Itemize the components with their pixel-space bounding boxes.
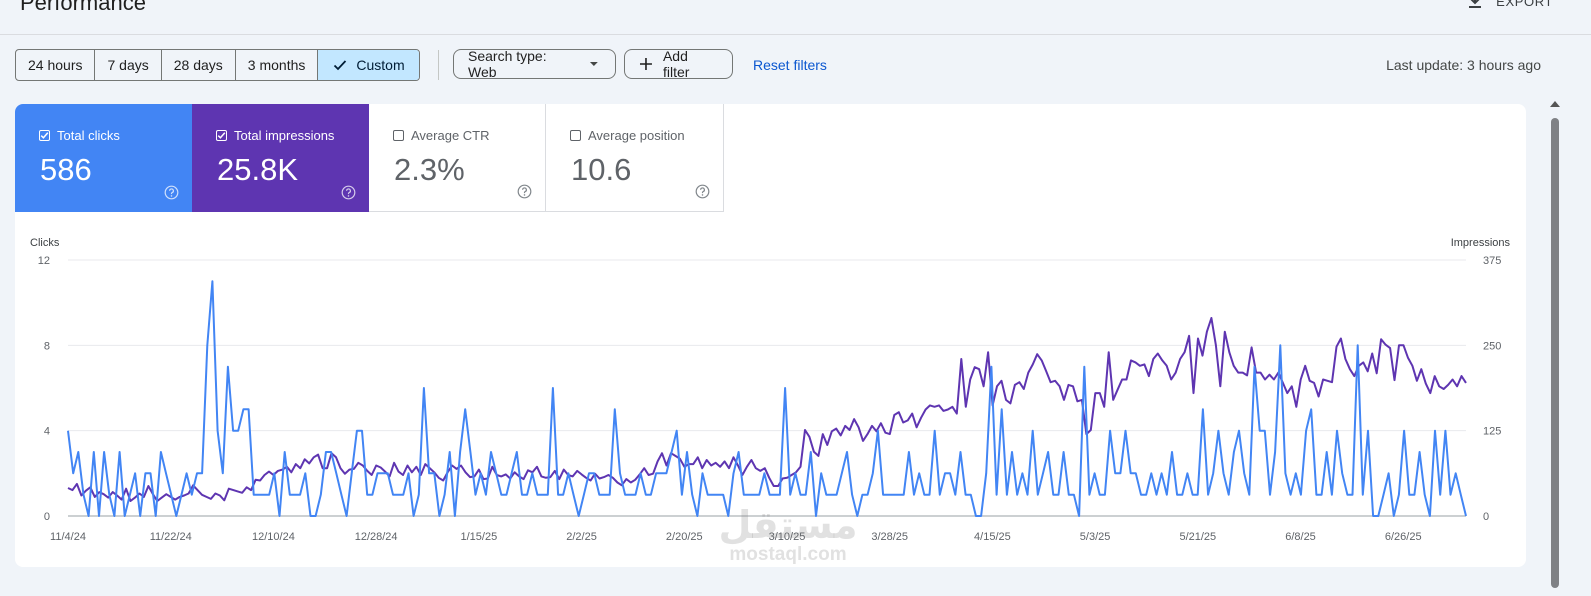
metric-label: Total impressions xyxy=(234,128,335,143)
x-tick-label: 4/15/25 xyxy=(974,531,1011,543)
watermark-latin: mostaql.com xyxy=(729,544,847,565)
date-range-selector: 24 hours 7 days 28 days 3 months Custom xyxy=(15,49,420,81)
date-range-label: 7 days xyxy=(107,57,149,73)
plus-icon xyxy=(639,58,652,70)
y-axis-right-title: Impressions xyxy=(1451,237,1511,249)
y-left-tick-label: 8 xyxy=(44,340,50,352)
y-axis-left-title: Clicks xyxy=(30,237,60,249)
reset-filters-link[interactable]: Reset filters xyxy=(753,57,827,73)
export-label: EXPORT xyxy=(1496,0,1553,9)
metric-label: Average position xyxy=(588,128,685,143)
metric-total-clicks[interactable]: Total clicks 586 xyxy=(15,104,192,212)
metric-value: 2.3% xyxy=(394,152,465,187)
help-icon[interactable] xyxy=(517,184,532,199)
scroll-up-arrow-icon[interactable] xyxy=(1550,101,1560,107)
date-range-label: 24 hours xyxy=(28,57,83,73)
x-tick-label: 6/8/25 xyxy=(1285,531,1316,543)
y-right-tick-label: 125 xyxy=(1483,426,1501,438)
y-left-tick-label: 4 xyxy=(44,426,50,438)
metric-total-impressions[interactable]: Total impressions 25.8K xyxy=(192,104,369,212)
x-tick-label: 11/4/24 xyxy=(50,531,86,543)
y-left-tick-label: 0 xyxy=(44,511,50,523)
checkbox-checked-icon[interactable] xyxy=(39,130,50,141)
metric-value: 586 xyxy=(40,152,92,187)
x-tick-label: 6/26/25 xyxy=(1385,531,1422,543)
date-range-28-days[interactable]: 28 days xyxy=(162,50,236,80)
x-tick-label: 11/22/24 xyxy=(150,531,192,543)
metric-label: Average CTR xyxy=(411,128,490,143)
x-tick-label: 5/3/25 xyxy=(1080,531,1111,543)
metric-label: Total clicks xyxy=(57,128,120,143)
download-icon xyxy=(1469,0,1482,8)
watermark: مستقل mostaql.com xyxy=(708,505,868,565)
add-filter-button[interactable]: Add filter xyxy=(624,48,733,80)
date-range-24-hours[interactable]: 24 hours xyxy=(16,50,96,80)
add-filter-label: Add filter xyxy=(662,48,690,80)
date-range-label: Custom xyxy=(356,57,405,73)
help-icon[interactable] xyxy=(164,185,179,200)
date-range-label: 3 months xyxy=(247,57,306,73)
x-tick-label: 3/28/25 xyxy=(871,531,908,543)
x-tick-label: 12/28/24 xyxy=(355,531,398,543)
checkbox-unchecked-icon[interactable] xyxy=(393,130,404,141)
y-right-tick-label: 250 xyxy=(1483,340,1501,352)
x-tick-label: 12/10/24 xyxy=(252,531,295,543)
y-left-tick-label: 12 xyxy=(38,255,50,267)
metric-average-ctr[interactable]: Average CTR 2.3% xyxy=(369,104,546,212)
series-line-clicks xyxy=(67,280,1467,517)
x-tick-label: 2/20/25 xyxy=(666,531,703,543)
scrollbar-thumb[interactable] xyxy=(1551,118,1559,588)
page-header: Performance EXPORT xyxy=(0,0,1591,35)
dropdown-arrow-icon xyxy=(590,62,599,66)
date-range-7-days[interactable]: 7 days xyxy=(95,50,162,80)
date-range-label: 28 days xyxy=(173,57,223,73)
help-icon[interactable] xyxy=(341,185,356,200)
metric-value: 25.8K xyxy=(217,152,299,187)
last-update-text: Last update: 3 hours ago xyxy=(1386,57,1541,73)
watermark-arabic: مستقل xyxy=(718,503,858,547)
metric-value: 10.6 xyxy=(571,152,632,187)
performance-chart: Clicks Impressions 0 4 8 12 0 125 250 375 11/4… xyxy=(30,237,1511,543)
date-range-3-months[interactable]: 3 months xyxy=(236,50,319,80)
x-tick-label: 1/15/25 xyxy=(460,531,497,543)
performance-card: Total clicks 586 Total impressions 25.8K… xyxy=(15,104,1526,567)
export-button[interactable]: EXPORT xyxy=(1466,0,1553,10)
date-range-custom[interactable]: Custom xyxy=(318,50,419,80)
x-tick-label: 3/10/25 xyxy=(769,531,806,543)
page-title: Performance xyxy=(20,0,146,15)
search-type-dropdown[interactable]: Search type: Web xyxy=(453,48,616,80)
y-right-tick-label: 375 xyxy=(1483,255,1501,267)
checkbox-unchecked-icon[interactable] xyxy=(570,130,581,141)
search-type-label: Search type: Web xyxy=(468,48,547,80)
x-tick-label: 5/21/25 xyxy=(1179,531,1216,543)
y-right-tick-label: 0 xyxy=(1483,511,1489,523)
help-icon[interactable] xyxy=(695,184,710,199)
series-line-impressions xyxy=(67,317,1467,502)
toolbar-divider xyxy=(438,50,439,80)
check-icon xyxy=(334,60,347,71)
x-tick-label: 2/2/25 xyxy=(566,531,597,543)
checkbox-checked-icon[interactable] xyxy=(216,130,227,141)
metric-average-position[interactable]: Average position 10.6 xyxy=(546,104,724,212)
